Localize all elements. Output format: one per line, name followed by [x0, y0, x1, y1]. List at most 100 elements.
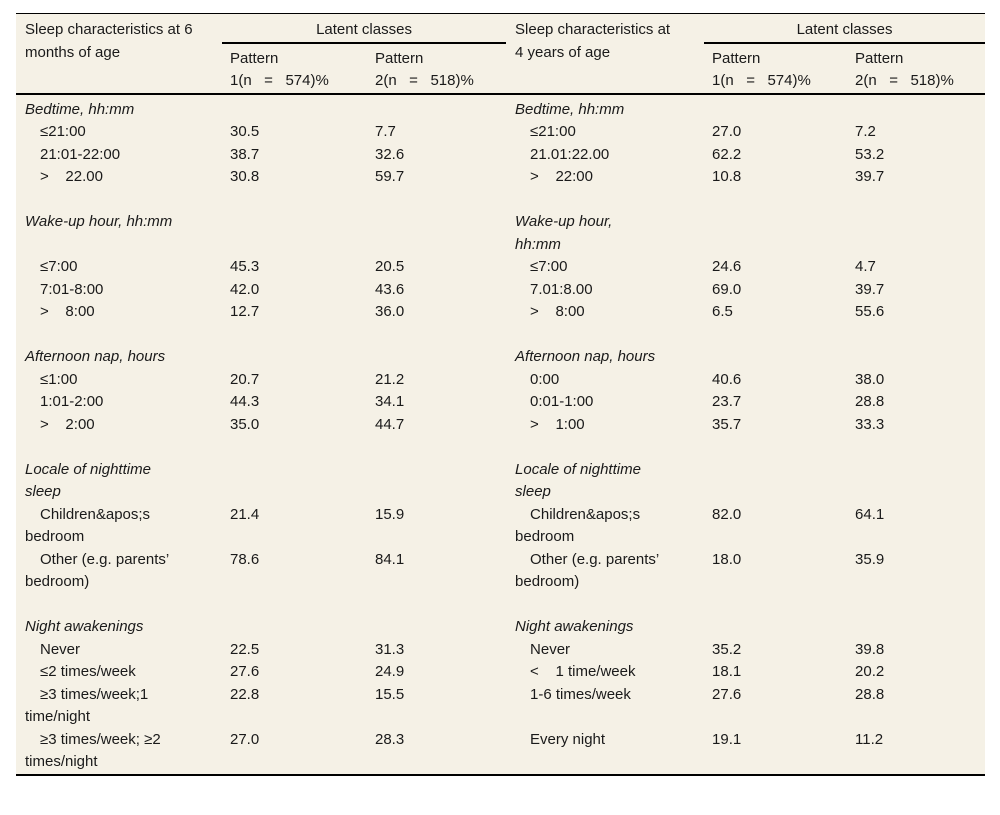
value-pattern2-6mo: 44.7 — [375, 415, 405, 433]
value-pattern2-4yr: 28.8 — [855, 393, 885, 410]
column-header-6mo-title: Sleep characteristics at 6 months of age — [25, 21, 193, 61]
value-pattern1-4yr: 19.1 — [712, 730, 742, 748]
value-pattern2-6mo: 59.7 — [375, 168, 405, 185]
value-pattern2-4yr: 33.3 — [855, 415, 885, 433]
value-pattern2-4yr: 38.0 — [855, 370, 885, 388]
value-pattern1-4yr: 27.6 — [712, 685, 742, 703]
column-header-4yr-title: Sleep characteristics at 4 years of age — [515, 21, 671, 61]
row-label-4yr: ≤7:00 — [530, 258, 568, 275]
value-pattern2-4yr — [847, 324, 985, 347]
row-label-6mo: 21:01-22:00 — [40, 145, 121, 163]
value-pattern1-4yr — [704, 594, 847, 617]
value-pattern1-4yr: 40.6 — [712, 370, 742, 388]
row-label-6mo: > 22.00 — [40, 168, 103, 185]
value-pattern2-4yr: 64.1 — [855, 505, 885, 523]
header-row-span: Sleep characteristics at 6 months of age… — [16, 13, 986, 61]
row-label-4yr: Other (e.g. parents’ bedroom) — [515, 550, 660, 591]
row-label-4yr — [506, 436, 704, 459]
value-pattern2-6mo — [368, 594, 506, 617]
value-pattern2-6mo: 20.5 — [375, 258, 405, 275]
value-pattern1-4yr: 6.5 — [712, 303, 733, 320]
value-pattern1-6mo: 30.5 — [230, 123, 260, 140]
value-pattern1-6mo — [222, 459, 368, 504]
table-row: ≤7:00 45.3 20.5 ≤7:00 24.6 4.7 — [16, 256, 985, 279]
value-pattern2-6mo — [368, 211, 506, 256]
value-pattern1-4yr: 18.1 — [712, 663, 742, 680]
table-row: 21:01-22:00 38.7 32.6 21.01:22.00 62.2 5… — [16, 144, 985, 167]
value-pattern2-4yr: 28.8 — [855, 685, 885, 703]
value-pattern1-6mo: 21.4 — [230, 505, 260, 523]
row-label-6mo: > 8:00 — [40, 303, 95, 320]
row-label-4yr: > 8:00 — [530, 303, 585, 320]
value-pattern2-6mo: 31.3 — [375, 640, 405, 658]
value-pattern1-6mo: 78.6 — [230, 550, 260, 568]
value-pattern1-4yr: 27.0 — [712, 123, 742, 140]
value-pattern2-4yr — [847, 346, 985, 369]
value-pattern1-6mo — [222, 94, 368, 122]
value-pattern1-6mo: 30.8 — [230, 168, 260, 185]
value-pattern2-4yr — [847, 459, 985, 504]
value-pattern1-6mo — [222, 436, 368, 459]
table-row: Children&apos;s bedroom 21.4 15.9 Childr… — [16, 504, 985, 549]
value-pattern1-6mo: 22.8 — [230, 685, 260, 703]
value-pattern2-6mo: 28.3 — [375, 730, 405, 748]
row-label-6mo: Locale of nighttime sleep — [25, 460, 151, 501]
value-pattern2-6mo: 43.6 — [375, 280, 405, 298]
table-header: Sleep characteristics at 6 months of age… — [16, 13, 986, 94]
value-pattern2-6mo: 15.5 — [375, 685, 405, 703]
sleep-characteristics-table: Sleep characteristics at 6 months of age… — [16, 13, 986, 776]
row-label-6mo: ≤21:00 — [40, 123, 86, 140]
value-pattern2-4yr: 11.2 — [855, 730, 884, 748]
value-pattern1-4yr — [704, 436, 847, 459]
column-header-pattern2-6mo: Pattern 2(n = 518)% — [375, 49, 474, 90]
header-row-patterns: Pattern 1(n = 574)% Pattern 2(n = 518)% … — [16, 43, 985, 94]
table-row — [16, 436, 985, 459]
value-pattern1-4yr: 82.0 — [712, 505, 742, 523]
row-label-6mo: 7:01-8:00 — [40, 280, 104, 298]
value-pattern1-6mo — [222, 211, 368, 256]
row-label-6mo — [16, 436, 222, 459]
value-pattern1-6mo: 44.3 — [230, 393, 260, 410]
value-pattern1-4yr: 10.8 — [712, 168, 742, 185]
value-pattern1-4yr — [704, 346, 847, 369]
value-pattern1-4yr: 69.0 — [712, 280, 742, 298]
value-pattern2-4yr: 55.6 — [855, 303, 885, 320]
row-label-6mo — [16, 594, 222, 617]
value-pattern2-4yr — [847, 211, 985, 256]
value-pattern2-4yr: 39.8 — [855, 640, 885, 658]
value-pattern2-4yr: 39.7 — [855, 168, 885, 185]
value-pattern1-4yr — [704, 189, 847, 212]
row-label-4yr: 1-6 times/week — [530, 685, 631, 703]
table-row: Afternoon nap, hours Afternoon nap, hour… — [16, 346, 985, 369]
row-label-4yr: 7.01:8.00 — [530, 280, 593, 298]
value-pattern2-6mo: 21.2 — [375, 370, 405, 388]
table-row: Night awakenings Night awakenings — [16, 616, 985, 639]
row-label-4yr: > 1:00 — [530, 415, 585, 433]
row-label-6mo: Wake-up hour, hh:mm — [25, 213, 173, 230]
value-pattern2-4yr — [847, 616, 985, 639]
table-row: 1:01-2:00 44.3 34.1 0:01-1:00 23.7 28.8 — [16, 391, 985, 414]
value-pattern2-6mo — [368, 346, 506, 369]
table-row: > 22.00 30.8 59.7 > 22:00 10.8 39.7 — [16, 166, 985, 189]
row-label-4yr: Children&apos;s bedroom — [515, 505, 641, 546]
column-header-pattern1-4yr: Pattern 1(n = 574)% — [712, 49, 811, 90]
value-pattern2-6mo: 32.6 — [375, 145, 405, 163]
value-pattern1-4yr — [704, 211, 847, 256]
value-pattern1-6mo: 38.7 — [230, 145, 260, 163]
row-label-6mo: Children&apos;s bedroom — [25, 505, 151, 546]
table-row: > 2:00 35.0 44.7 > 1:00 35.7 33.3 — [16, 414, 985, 437]
value-pattern2-6mo — [368, 189, 506, 212]
value-pattern2-4yr — [847, 436, 985, 459]
row-label-4yr: 0:01-1:00 — [530, 393, 594, 410]
table-row: ≤2 times/week 27.6 24.9 < 1 time/week 18… — [16, 661, 985, 684]
table-row: Locale of nighttime sleep Locale of nigh… — [16, 459, 985, 504]
table-row: Bedtime, hh:mm Bedtime, hh:mm — [16, 94, 985, 122]
value-pattern1-4yr: 18.0 — [712, 550, 742, 568]
value-pattern1-6mo — [222, 189, 368, 212]
value-pattern1-6mo — [222, 616, 368, 639]
column-header-pattern1-6mo: Pattern 1(n = 574)% — [230, 49, 329, 90]
row-label-4yr: 21.01:22.00 — [530, 145, 610, 163]
table-row: ≤21:00 30.5 7.7 ≤21:00 27.0 7.2 — [16, 121, 985, 144]
row-label-4yr: Wake-up hour, hh:mm — [515, 213, 613, 253]
table-row — [16, 594, 985, 617]
